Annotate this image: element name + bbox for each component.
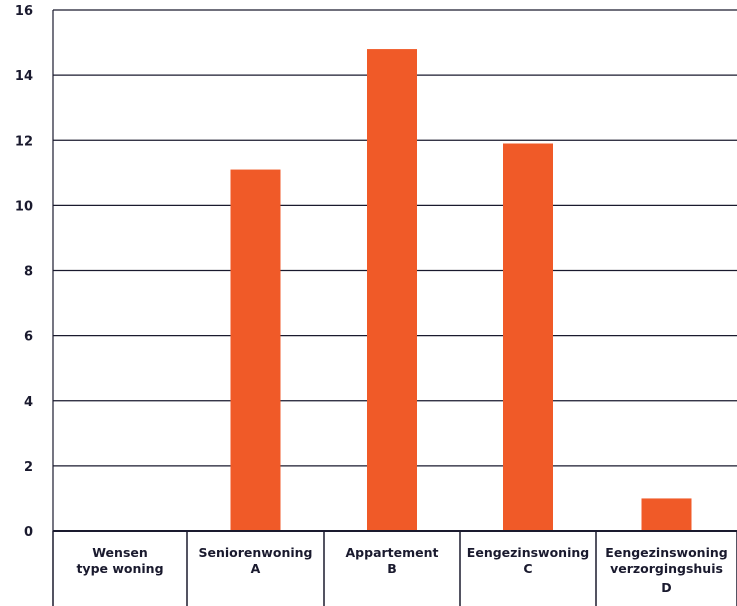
x-category-label: Eengezinswoning verzorgingshuis D: [605, 545, 727, 595]
y-tick-label: 16: [15, 4, 33, 19]
x-category-label: Appartement B: [346, 545, 439, 576]
y-tick-label: 4: [24, 395, 33, 410]
y-tick-label: 14: [15, 69, 33, 84]
y-tick-label: 8: [24, 265, 33, 280]
bar: [367, 49, 417, 531]
header-cell-label: Wensen type woning: [76, 545, 163, 576]
y-tick-label: 6: [24, 330, 33, 345]
y-tick-label: 2: [24, 460, 33, 475]
y-tick-label: 0: [24, 525, 33, 540]
x-category-label: Eengezinswoning C: [467, 545, 589, 576]
bar: [230, 169, 281, 531]
bar: [503, 143, 553, 531]
x-category-label: Seniorenwoning A: [199, 545, 313, 576]
y-tick-label: 10: [15, 199, 33, 214]
y-tick-label: 12: [15, 134, 33, 149]
bar: [641, 498, 692, 531]
